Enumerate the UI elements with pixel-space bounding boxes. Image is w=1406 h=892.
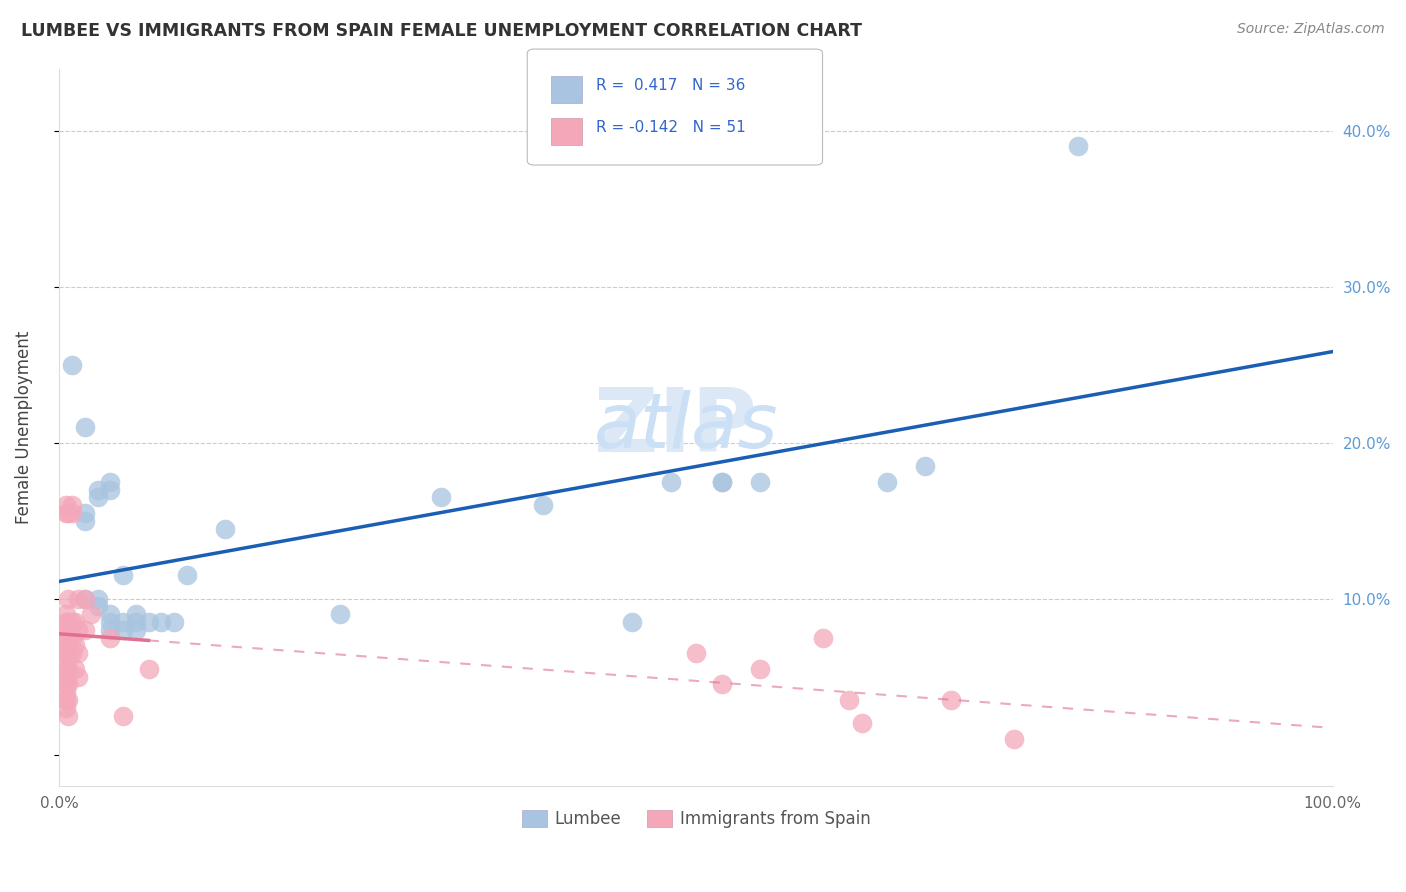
- Point: [55, 701, 77, 715]
- Point: [813, 631, 835, 645]
- Point: [112, 708, 135, 723]
- Point: [55, 654, 77, 668]
- Point: [58, 623, 80, 637]
- Point: [112, 615, 135, 629]
- Point: [86, 491, 108, 505]
- Point: [73, 623, 96, 637]
- Point: [60, 646, 83, 660]
- Text: Source: ZipAtlas.com: Source: ZipAtlas.com: [1237, 22, 1385, 37]
- Point: [60, 631, 83, 645]
- Point: [58, 631, 80, 645]
- Text: ZIP: ZIP: [595, 384, 756, 471]
- Point: [73, 420, 96, 434]
- Legend: Lumbee, Immigrants from Spain: Lumbee, Immigrants from Spain: [515, 804, 877, 835]
- Point: [55, 677, 77, 691]
- Point: [60, 506, 83, 520]
- Point: [55, 670, 77, 684]
- Point: [98, 483, 121, 497]
- Text: atlas: atlas: [595, 390, 779, 464]
- Point: [838, 693, 860, 707]
- Point: [710, 475, 733, 489]
- Point: [55, 498, 77, 512]
- Point: [73, 591, 96, 606]
- Point: [430, 491, 453, 505]
- Point: [55, 639, 77, 653]
- Point: [73, 506, 96, 520]
- Point: [58, 693, 80, 707]
- Point: [98, 607, 121, 622]
- Point: [67, 591, 90, 606]
- Point: [1004, 731, 1026, 746]
- Point: [80, 607, 103, 622]
- Point: [710, 677, 733, 691]
- Point: [58, 615, 80, 629]
- Point: [55, 631, 77, 645]
- Point: [60, 358, 83, 372]
- Point: [150, 615, 173, 629]
- Point: [55, 623, 77, 637]
- Point: [58, 591, 80, 606]
- Point: [748, 475, 770, 489]
- Y-axis label: Female Unemployment: Female Unemployment: [15, 331, 32, 524]
- Point: [55, 615, 77, 629]
- Point: [138, 662, 160, 676]
- Point: [176, 568, 198, 582]
- Point: [328, 607, 350, 622]
- Point: [659, 475, 682, 489]
- Point: [86, 591, 108, 606]
- Point: [63, 639, 86, 653]
- Point: [73, 591, 96, 606]
- Point: [67, 646, 90, 660]
- Text: LUMBEE VS IMMIGRANTS FROM SPAIN FEMALE UNEMPLOYMENT CORRELATION CHART: LUMBEE VS IMMIGRANTS FROM SPAIN FEMALE U…: [21, 22, 862, 40]
- Point: [60, 615, 83, 629]
- Point: [60, 498, 83, 512]
- Point: [63, 662, 86, 676]
- Point: [55, 646, 77, 660]
- Point: [98, 615, 121, 629]
- Point: [112, 568, 135, 582]
- Point: [58, 506, 80, 520]
- Point: [63, 615, 86, 629]
- Point: [55, 685, 77, 699]
- Point: [55, 693, 77, 707]
- Point: [125, 623, 148, 637]
- Point: [98, 623, 121, 637]
- Point: [1067, 139, 1090, 153]
- Point: [531, 498, 554, 512]
- Point: [55, 607, 77, 622]
- Point: [125, 615, 148, 629]
- Point: [851, 716, 873, 731]
- Point: [73, 514, 96, 528]
- Point: [98, 631, 121, 645]
- Text: R = -0.142   N = 51: R = -0.142 N = 51: [596, 120, 747, 135]
- Point: [58, 662, 80, 676]
- Text: R =  0.417   N = 36: R = 0.417 N = 36: [596, 78, 745, 93]
- Point: [214, 521, 236, 535]
- Point: [58, 677, 80, 691]
- Point: [67, 670, 90, 684]
- Point: [914, 459, 936, 474]
- Point: [748, 662, 770, 676]
- Point: [86, 599, 108, 614]
- Point: [67, 623, 90, 637]
- Point: [55, 506, 77, 520]
- Point: [163, 615, 186, 629]
- Point: [112, 623, 135, 637]
- Point: [939, 693, 962, 707]
- Point: [98, 475, 121, 489]
- Point: [685, 646, 707, 660]
- Point: [58, 708, 80, 723]
- Point: [710, 475, 733, 489]
- Point: [138, 615, 160, 629]
- Point: [55, 662, 77, 676]
- Point: [125, 607, 148, 622]
- Point: [621, 615, 644, 629]
- Point: [58, 646, 80, 660]
- Point: [86, 483, 108, 497]
- Point: [876, 475, 898, 489]
